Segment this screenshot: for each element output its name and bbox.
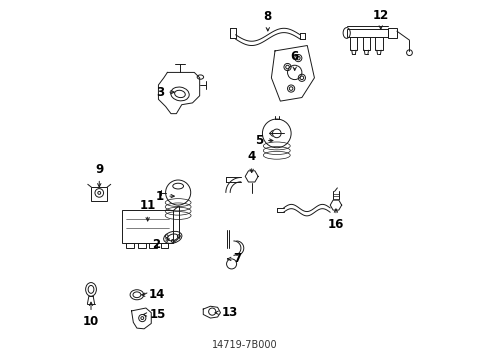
Bar [349, 37, 357, 50]
Text: 11: 11 [139, 199, 156, 221]
Text: 15: 15 [143, 308, 165, 321]
Bar [160, 243, 168, 248]
Text: 6: 6 [290, 50, 298, 70]
Text: 13: 13 [215, 306, 238, 319]
Bar [346, 30, 387, 37]
Text: 1: 1 [156, 190, 174, 203]
Bar [149, 243, 157, 248]
Text: 7: 7 [227, 252, 241, 265]
Text: 12: 12 [372, 9, 388, 29]
Text: 14: 14 [142, 288, 164, 301]
Text: 14719-7B000: 14719-7B000 [211, 340, 277, 350]
Bar [91, 187, 107, 201]
Bar [375, 37, 382, 50]
Bar [387, 28, 396, 39]
Text: 10: 10 [83, 302, 99, 328]
Text: 3: 3 [156, 86, 174, 99]
Text: 8: 8 [263, 10, 271, 31]
Text: 2: 2 [152, 238, 169, 251]
Bar [126, 243, 134, 248]
Text: 5: 5 [254, 134, 272, 147]
Bar [362, 37, 369, 50]
Text: 9: 9 [95, 163, 103, 187]
Text: 4: 4 [247, 150, 255, 172]
Text: 16: 16 [327, 209, 344, 231]
Bar [122, 211, 173, 243]
Bar [137, 243, 145, 248]
